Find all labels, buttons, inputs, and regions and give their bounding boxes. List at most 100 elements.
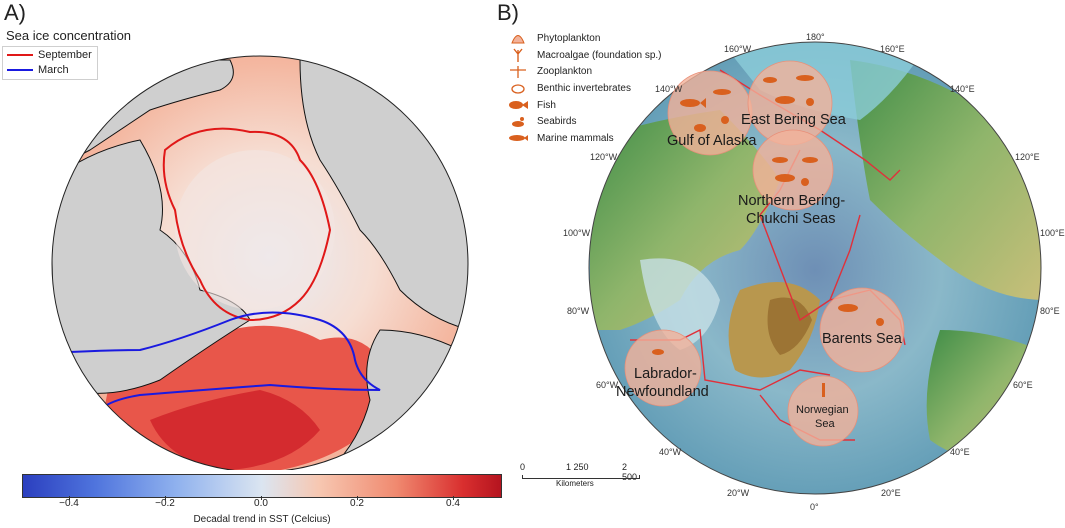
fish-icon <box>838 304 858 312</box>
scale-tick-0: 0 <box>520 462 526 472</box>
zooplankton-icon <box>507 65 529 79</box>
sst-colorbar: −0.4 −0.2 0.0 0.2 0.4 Decadal trend in S… <box>22 474 502 525</box>
colorbar-tickmark <box>165 496 166 500</box>
region-label-labrador-line1: Labrador- <box>634 366 697 382</box>
region-label-norwegian-line2: Sea <box>815 418 835 430</box>
september-line-swatch <box>7 53 33 56</box>
seabird-icon <box>772 157 788 163</box>
norwegian-bubble <box>787 375 859 447</box>
legend-label: Fish <box>537 99 556 111</box>
lon-label-40e: 40°E <box>950 447 970 457</box>
macroalgae-icon <box>822 383 825 397</box>
lon-label-160w: 160°W <box>724 44 752 54</box>
lon-label-180: 180° <box>806 32 825 42</box>
scale-tick-1250: 1 250 <box>566 462 589 472</box>
lon-label-20w: 20°W <box>727 488 750 498</box>
lon-label-100w: 100°W <box>563 228 591 238</box>
seabird-icon <box>507 115 529 129</box>
seabird-icon <box>763 77 777 83</box>
legend-label: Phytoplankton <box>537 32 601 44</box>
colorbar-tickmark <box>261 496 262 500</box>
marine-mammal-icon <box>507 131 529 145</box>
colorbar-tick-label: −0.4 <box>59 498 79 509</box>
hudson-bay-shelf <box>640 258 720 350</box>
legend-item: Marine mammals <box>507 130 677 147</box>
scale-bar-line <box>522 475 640 479</box>
marine-mammal-icon <box>713 89 731 95</box>
legend-item: Zooplankton <box>507 63 677 80</box>
zooplankton-icon <box>876 318 884 326</box>
september-ice-edge <box>162 127 332 322</box>
legend-label: Benthic invertebrates <box>537 82 631 94</box>
lon-label-40w: 40°W <box>659 447 682 457</box>
colorbar-tick-label: 0.4 <box>446 498 460 509</box>
macroalgae-icon <box>507 48 529 63</box>
greenland-ice-sheet <box>767 297 812 355</box>
march-ice-edge <box>69 311 381 411</box>
sst-trend-map <box>51 55 469 470</box>
colorbar-tickmark <box>357 496 358 500</box>
lon-label-60e: 60°E <box>1013 380 1033 390</box>
legend-item: Macroalgae (foundation sp.) <box>507 47 677 64</box>
region-label-east-bering: East Bering Sea <box>741 112 846 128</box>
legend-item: Benthic invertebrates <box>507 80 677 97</box>
region-label-labrador-line2: Newfoundland <box>616 384 709 400</box>
marine-mammal-icon <box>796 75 814 81</box>
fish-tail-icon <box>700 98 706 108</box>
seabird-icon <box>652 349 664 355</box>
lon-label-120w: 120°W <box>590 152 618 162</box>
scale-bar: 0 1 250 2 500 Kilometers <box>520 462 642 490</box>
legend-label: Zooplankton <box>537 66 593 78</box>
lon-label-120e: 120°E <box>1015 152 1040 162</box>
map-a-boundary <box>51 55 469 470</box>
scale-tick-2500: 2 500 <box>622 462 638 482</box>
lon-label-80w: 80°W <box>567 306 590 316</box>
scale-unit-label: Kilometers <box>556 479 594 488</box>
sea-ice-title: Sea ice concentration <box>6 28 132 43</box>
lon-label-140e: 140°E <box>950 84 975 94</box>
region-label-northern-bering-line2: Chukchi Seas <box>746 211 836 227</box>
legend-september-label: September <box>38 48 92 61</box>
legend-label: Marine mammals <box>537 132 614 144</box>
region-label-northern-bering-line1: Northern Bering- <box>738 193 846 209</box>
phytoplankton-icon <box>694 124 706 132</box>
ecosystem-legend: Phytoplankton Macroalgae (foundation sp.… <box>507 30 677 147</box>
legend-item: Seabirds <box>507 113 677 130</box>
panel-a-label: A) <box>4 0 26 25</box>
central-arctic-ice <box>175 150 335 310</box>
benthic-invertebrates-icon <box>801 178 809 186</box>
colorbar-tick-label: 0.2 <box>350 498 364 509</box>
colorbar-tickmark <box>69 496 70 500</box>
panel-b-label: B) <box>497 0 519 25</box>
labrador-bubble <box>624 329 702 407</box>
legend-label: Macroalgae (foundation sp.) <box>537 49 662 61</box>
northern-bering-bubble <box>752 129 834 211</box>
region-label-barents: Barents Sea <box>822 331 902 347</box>
legend-item: Phytoplankton <box>507 30 677 47</box>
lon-label-140w: 140°W <box>655 84 683 94</box>
scandinavia-land <box>926 330 1040 463</box>
fish-icon <box>775 174 795 182</box>
legend-march-label: March <box>38 63 69 76</box>
region-label-norwegian-line1: Norwegian <box>796 404 849 416</box>
benthic-invertebrates-icon <box>507 81 529 95</box>
sea-ice-legend: September March <box>2 46 98 80</box>
strong-warming-zone <box>150 390 320 470</box>
march-line-swatch <box>7 68 33 71</box>
benthic-invertebrates-icon <box>721 116 729 124</box>
lon-label-0: 0° <box>810 502 819 512</box>
north-america-land <box>590 110 780 330</box>
legend-item: Fish <box>507 97 677 114</box>
lon-label-100e: 100°E <box>1040 228 1065 238</box>
lon-label-60w: 60°W <box>596 380 619 390</box>
region-label-gulf-of-alaska: Gulf of Alaska <box>667 133 757 149</box>
fish-icon <box>680 99 700 107</box>
marine-mammal-icon <box>802 157 818 163</box>
lon-label-160e: 160°E <box>880 44 905 54</box>
legend-label: Seabirds <box>537 116 577 128</box>
phytoplankton-icon <box>507 31 529 45</box>
colorbar-tick-label: −0.2 <box>155 498 175 509</box>
lon-label-20e: 20°E <box>881 488 901 498</box>
benthic-invertebrates-icon <box>806 98 814 106</box>
